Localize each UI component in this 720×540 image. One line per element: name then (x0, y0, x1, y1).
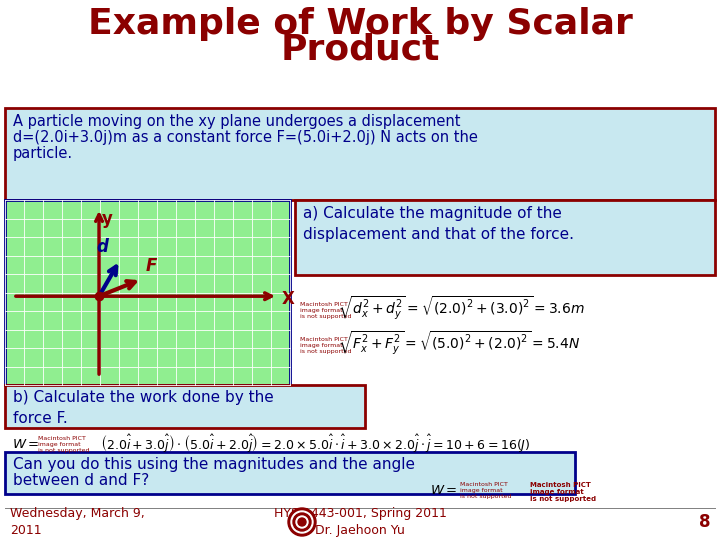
Text: Product: Product (280, 33, 440, 67)
FancyBboxPatch shape (5, 200, 290, 385)
Text: a) Calculate the magnitude of the
displacement and that of the force.: a) Calculate the magnitude of the displa… (303, 206, 574, 242)
Text: X: X (282, 290, 295, 308)
Text: d: d (96, 238, 108, 256)
Text: HYS 1443-001, Spring 2011
Dr. Jaehoon Yu: HYS 1443-001, Spring 2011 Dr. Jaehoon Yu (274, 507, 446, 537)
FancyBboxPatch shape (5, 452, 575, 494)
Text: d=(2.0i+3.0j)m as a constant force F=(5.0i+2.0j) N acts on the: d=(2.0i+3.0j)m as a constant force F=(5.… (13, 130, 478, 145)
Circle shape (296, 516, 308, 528)
Text: $\left(2.0\hat{i}+3.0\hat{j}\right)\cdot\left(5.0\hat{i}+2.0\hat{j}\right)=2.0\t: $\left(2.0\hat{i}+3.0\hat{j}\right)\cdot… (100, 433, 531, 455)
Text: b) Calculate the work done by the
force F.: b) Calculate the work done by the force … (13, 390, 274, 426)
Text: Macintosh PICT
image format
is not supported: Macintosh PICT image format is not suppo… (300, 302, 351, 319)
Circle shape (291, 511, 313, 533)
Text: $W=$: $W=$ (430, 483, 457, 496)
Text: 8: 8 (698, 513, 710, 531)
Circle shape (288, 508, 316, 536)
FancyBboxPatch shape (5, 385, 365, 428)
Circle shape (298, 518, 306, 526)
Text: F: F (145, 257, 157, 275)
Circle shape (293, 513, 311, 531)
FancyBboxPatch shape (5, 108, 715, 200)
Text: Example of Work by Scalar: Example of Work by Scalar (88, 7, 632, 41)
Text: Macintosh PICT
image format
is not supported: Macintosh PICT image format is not suppo… (38, 436, 89, 453)
Text: particle.: particle. (13, 146, 73, 161)
Text: Macintosh PICT
image format
is not supported: Macintosh PICT image format is not suppo… (530, 482, 596, 502)
Text: Macintosh PICT
image format
is not supported: Macintosh PICT image format is not suppo… (460, 482, 511, 498)
Text: $\sqrt{d_x^2+d_y^2} = \sqrt{(2.0)^2+(3.0)^2} = 3.6m$: $\sqrt{d_x^2+d_y^2} = \sqrt{(2.0)^2+(3.0… (338, 294, 585, 322)
Text: $\sqrt{F_x^2+F_y^2} = \sqrt{(5.0)^2+(2.0)^2} = 5.4N$: $\sqrt{F_x^2+F_y^2} = \sqrt{(5.0)^2+(2.0… (338, 329, 580, 356)
Text: A particle moving on the xy plane undergoes a displacement: A particle moving on the xy plane underg… (13, 114, 461, 129)
Text: Can you do this using the magnitudes and the angle: Can you do this using the magnitudes and… (13, 457, 415, 472)
Text: between d and F?: between d and F? (13, 473, 149, 488)
Text: $W=$: $W=$ (12, 437, 40, 450)
Text: Wednesday, March 9,
2011: Wednesday, March 9, 2011 (10, 507, 145, 537)
FancyBboxPatch shape (295, 200, 715, 275)
Text: y: y (102, 210, 113, 228)
Text: Macintosh PICT
image format
is not supported: Macintosh PICT image format is not suppo… (300, 337, 351, 354)
